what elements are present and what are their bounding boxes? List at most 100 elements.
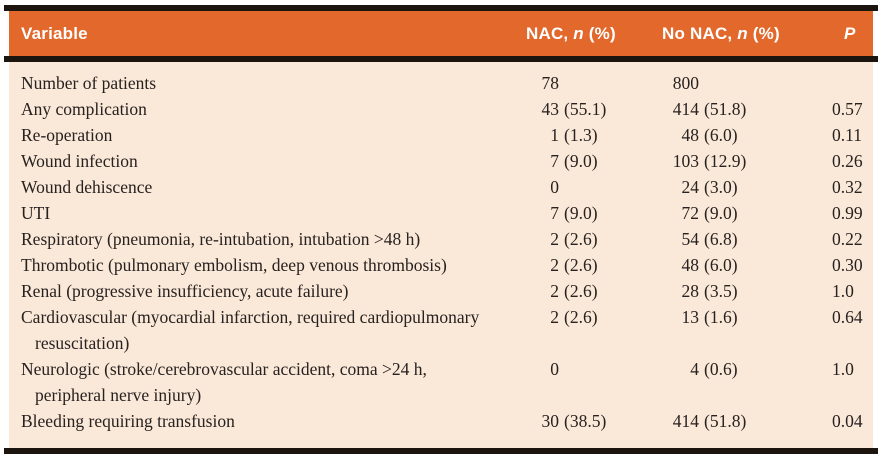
header-nac-pre: NAC, xyxy=(526,23,574,43)
p-value-cell xyxy=(803,62,873,96)
count-value: 800 xyxy=(672,73,699,93)
count-value: 1 xyxy=(550,125,559,145)
p-value-cell: 0.22 xyxy=(832,229,863,249)
percent-value: (38.5) xyxy=(564,411,607,431)
column-header-no-nac: No NAC, n (%) xyxy=(643,11,803,56)
count-value: 2 xyxy=(550,255,559,275)
count-value: 0 xyxy=(550,359,559,379)
count-value: 28 xyxy=(681,281,700,301)
count-value: 0 xyxy=(550,177,559,197)
no-nac-cell: 28 (3.5) xyxy=(643,278,803,304)
body-table: Number of patients 78 800 Any complication 4… xyxy=(9,62,873,448)
column-header-p: P xyxy=(803,11,873,56)
count-value: 43 xyxy=(541,99,560,119)
percent-value: (6.8) xyxy=(704,229,738,249)
nac-cell: 78 xyxy=(517,62,643,96)
no-nac-cell: 24 (3.0) xyxy=(643,174,803,200)
table-row: Any complication 43 (55.1) 414 (51.8) 0.57 xyxy=(9,96,873,122)
table-row: Bleeding requiring transfusion 30 (38.5) 41… xyxy=(9,408,873,448)
p-value-cell: 0.11 xyxy=(832,125,862,145)
variable-cell: Any complication xyxy=(21,99,147,119)
table-row: Wound dehiscence 0 24 (3.0) 0.32 xyxy=(9,174,873,200)
percent-value: (51.8) xyxy=(704,411,747,431)
top-rule xyxy=(4,5,878,11)
count-value: 2 xyxy=(550,281,559,301)
count-value: 48 xyxy=(681,125,700,145)
percent-value: (3.0) xyxy=(704,177,738,197)
percent-value: (2.6) xyxy=(564,255,598,275)
percent-value: (9.0) xyxy=(564,203,598,223)
percent-value: (0.6) xyxy=(704,359,738,379)
count-value: 78 xyxy=(541,73,560,93)
nac-cell: 1 (1.3) xyxy=(517,122,643,148)
no-nac-cell: 72 (9.0) xyxy=(643,200,803,226)
variable-cell: Respiratory (pneumonia, re-intubation, i… xyxy=(21,229,421,249)
count-value: 13 xyxy=(681,307,700,327)
p-value-cell: 0.26 xyxy=(832,151,863,171)
variable-cell: Wound infection xyxy=(21,151,138,171)
count-value: 7 xyxy=(550,203,559,223)
count-value: 72 xyxy=(681,203,700,223)
nac-cell: 2 (2.6) xyxy=(517,252,643,278)
p-value-cell: 1.0 xyxy=(832,281,854,301)
percent-value: (3.5) xyxy=(704,281,738,301)
header-nac-n-italic: n xyxy=(573,23,584,43)
p-value-cell: 0.32 xyxy=(832,177,863,197)
p-value-cell: 0.57 xyxy=(832,99,863,119)
variable-cell: Number of patients xyxy=(21,73,157,93)
percent-value: (2.6) xyxy=(564,229,598,249)
no-nac-cell: 4 (0.6) xyxy=(643,356,803,408)
percent-value: (2.6) xyxy=(564,307,598,327)
percent-value: (1.6) xyxy=(704,307,738,327)
count-value: 48 xyxy=(681,255,700,275)
nac-cell: 2 (2.6) xyxy=(517,278,643,304)
table-row: UTI 7 (9.0) 72 (9.0) 0.99 xyxy=(9,200,873,226)
table-row: Renal (progressive insufficiency, acute … xyxy=(9,278,873,304)
variable-cell: Neurologic (stroke/cerebrovascular accid… xyxy=(21,359,427,405)
header-table: Variable NAC, n (%) No NAC, n (%) P xyxy=(9,11,873,56)
header-no-nac-pre: No NAC, xyxy=(662,23,738,43)
percent-value: (6.0) xyxy=(704,255,738,275)
count-value: 30 xyxy=(541,411,560,431)
variable-cell: Cardiovascular (myocardial infarction, r… xyxy=(21,307,480,353)
no-nac-cell: 13 (1.6) xyxy=(643,304,803,356)
no-nac-cell: 48 (6.0) xyxy=(643,122,803,148)
count-value: 4 xyxy=(690,359,699,379)
header-p-italic: P xyxy=(844,23,856,43)
count-value: 103 xyxy=(672,151,699,171)
variable-cell: Wound dehiscence xyxy=(21,177,153,197)
header-no-nac-n-italic: n xyxy=(737,23,748,43)
count-value: 2 xyxy=(550,307,559,327)
percent-value: (6.0) xyxy=(704,125,738,145)
no-nac-cell: 54 (6.8) xyxy=(643,226,803,252)
table-row: Cardiovascular (myocardial infarction, r… xyxy=(9,304,873,356)
table-row: Neurologic (stroke/cerebrovascular accid… xyxy=(9,356,873,408)
p-value-cell: 1.0 xyxy=(832,359,854,379)
nac-cell: 43 (55.1) xyxy=(517,96,643,122)
count-value: 414 xyxy=(672,411,699,431)
nac-cell: 2 (2.6) xyxy=(517,304,643,356)
nac-cell: 7 (9.0) xyxy=(517,148,643,174)
percent-value: (2.6) xyxy=(564,281,598,301)
p-value-cell: 0.30 xyxy=(832,255,863,275)
count-value: 414 xyxy=(672,99,699,119)
table-row: Re-operation 1 (1.3) 48 (6.0) 0.11 xyxy=(9,122,873,148)
variable-cell: Re-operation xyxy=(21,125,113,145)
nac-cell: 0 xyxy=(517,174,643,200)
percent-value: (51.8) xyxy=(704,99,747,119)
count-value: 2 xyxy=(550,229,559,249)
no-nac-cell: 800 xyxy=(643,62,803,96)
p-value-cell: 0.64 xyxy=(832,307,863,327)
header-separator-rule xyxy=(4,56,878,62)
percent-value: (12.9) xyxy=(704,151,747,171)
no-nac-cell: 103 (12.9) xyxy=(643,148,803,174)
header-nac-post: (%) xyxy=(583,23,616,43)
no-nac-cell: 414 (51.8) xyxy=(643,96,803,122)
nac-cell: 2 (2.6) xyxy=(517,226,643,252)
percent-value: (9.0) xyxy=(564,151,598,171)
no-nac-cell: 48 (6.0) xyxy=(643,252,803,278)
nac-cell: 0 xyxy=(517,356,643,408)
p-value-cell: 0.04 xyxy=(832,411,863,431)
no-nac-cell: 414 (51.8) xyxy=(643,408,803,448)
nac-cell: 30 (38.5) xyxy=(517,408,643,448)
